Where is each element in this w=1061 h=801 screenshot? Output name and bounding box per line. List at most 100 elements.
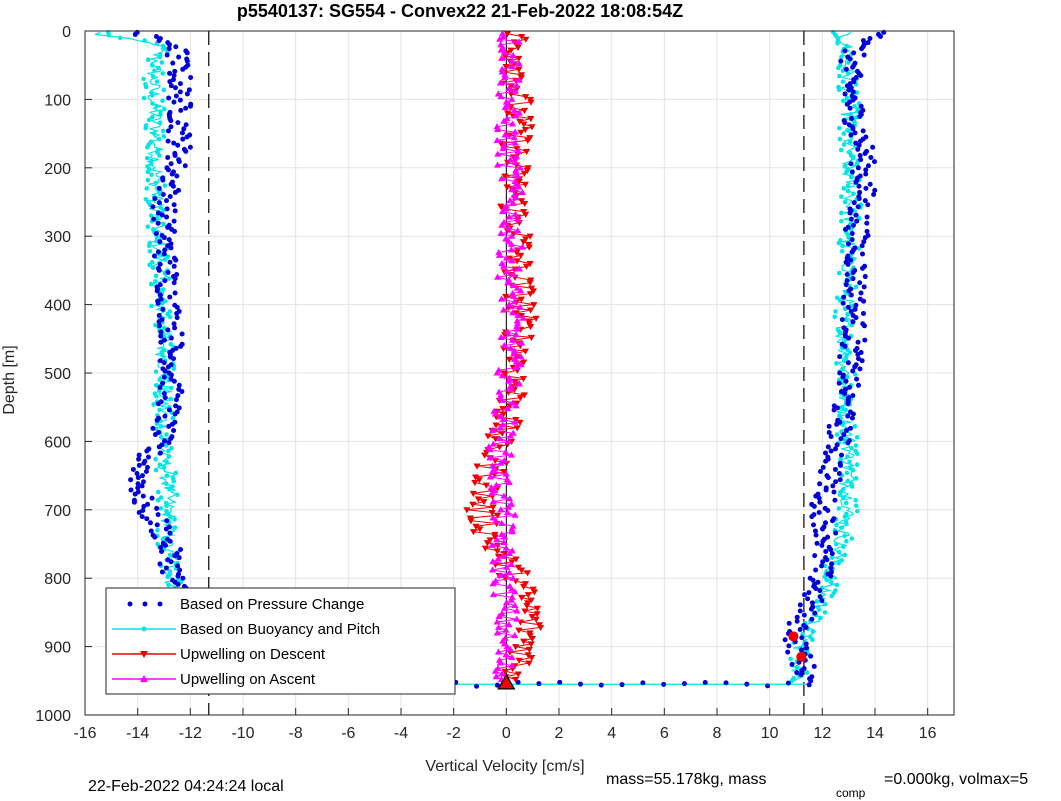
ascent-upwelling-point (505, 503, 513, 510)
ascent-upwelling-point (503, 328, 511, 335)
ascent-upwelling-point (500, 342, 508, 349)
pressure-point (867, 181, 873, 187)
pressure-point (850, 411, 856, 417)
ascent-upwelling-point (489, 591, 498, 598)
buoyancy-point (141, 76, 146, 82)
ascent-upwelling-point (489, 580, 497, 587)
x-tick-label: -14 (126, 725, 149, 742)
pressure-point (836, 380, 842, 386)
descent-upwelling-point (499, 411, 508, 418)
buoyancy-point (160, 352, 165, 358)
buoyancy-point (794, 664, 800, 670)
buoyancy-point (839, 210, 844, 216)
pressure-point (147, 520, 153, 526)
pressure-point (842, 91, 848, 97)
buoyancy-point (145, 57, 151, 63)
buoyancy-point (788, 656, 793, 662)
pressure-point (806, 682, 812, 688)
pressure-point (171, 280, 177, 286)
legend-label: Based on Pressure Change (180, 596, 364, 613)
ascent-upwelling-point (495, 612, 503, 620)
buoyancy-point (843, 519, 849, 525)
ascent-upwelling-point (515, 76, 523, 83)
pressure-point (825, 475, 831, 481)
ascent-upwelling-point (488, 566, 497, 573)
descent-upwelling-point (517, 252, 525, 259)
buoyancy-point (166, 582, 171, 588)
pressure-point (832, 466, 838, 472)
pressure-point (172, 276, 178, 282)
pressure-point (157, 450, 163, 456)
pressure-point (857, 138, 863, 144)
pressure-point (164, 52, 170, 58)
buoyancy-point (166, 448, 171, 454)
descent-upwelling-point (483, 540, 491, 547)
pressure-point (823, 487, 829, 493)
descent-upwelling-point (493, 548, 501, 555)
descent-upwelling-point (533, 611, 541, 618)
pressure-point (171, 427, 177, 433)
pressure-point (853, 315, 859, 321)
footer-local-time: 22-Feb-2022 04:24:24 local (88, 778, 284, 795)
pressure-point (183, 148, 189, 154)
buoyancy-point (158, 424, 164, 429)
pressure-point (818, 468, 824, 474)
pressure-point (844, 272, 850, 278)
descent-upwelling-point (517, 296, 525, 303)
buoyancy-point (836, 506, 842, 511)
ascent-upwelling-point (495, 249, 503, 256)
ascent-upwelling-point (510, 347, 519, 354)
pressure-point (152, 534, 158, 540)
buoyancy-point (844, 538, 849, 544)
pressure-point (158, 544, 164, 550)
pressure-point (166, 407, 172, 413)
buoyancy-point (854, 90, 860, 95)
y-tick-label: 500 (44, 366, 71, 383)
pressure-point (159, 569, 165, 575)
pressure-point (820, 559, 826, 565)
descent-upwelling-point (517, 313, 525, 320)
pressure-point (159, 549, 165, 555)
pressure-point (148, 528, 154, 534)
buoyancy-point (840, 79, 846, 84)
pressure-point (183, 105, 189, 111)
pressure-point (812, 528, 818, 534)
pressure-point (855, 339, 861, 345)
buoyancy-point (166, 454, 172, 459)
ascent-upwelling-point (509, 309, 517, 316)
pressure-point (825, 444, 831, 450)
buoyancy-point (842, 552, 848, 558)
ascent-upwelling-point (515, 265, 524, 272)
ascent-upwelling-point (507, 240, 515, 247)
pressure-point (174, 310, 180, 316)
pressure-point (170, 183, 176, 189)
pressure-point (814, 540, 820, 546)
ascent-upwelling-point (489, 440, 497, 447)
pressure-point (797, 602, 803, 608)
pressure-point (176, 555, 182, 561)
ascent-upwelling-point (508, 336, 517, 343)
descent-upwelling-point (527, 323, 535, 331)
ascent-upwelling-point (507, 596, 516, 603)
pressure-point (842, 48, 848, 54)
pressure-point (180, 136, 186, 142)
descent-upwelling-point (517, 74, 525, 82)
buoyancy-point (822, 563, 828, 569)
descent-upwelling-point (514, 44, 522, 52)
buoyancy-point (157, 120, 163, 125)
pressure-point (143, 468, 149, 474)
pressure-point (681, 681, 687, 687)
pressure-point (172, 553, 178, 559)
pressure-point (163, 542, 169, 548)
pressure-point (851, 50, 857, 56)
pressure-point (872, 187, 878, 193)
pressure-point (184, 91, 190, 97)
ascent-upwelling-point (497, 295, 506, 302)
buoyancy-point (169, 445, 174, 451)
pressure-point (828, 573, 834, 579)
pressure-point (157, 384, 163, 390)
descent-upwelling-point (522, 263, 531, 270)
pressure-point (803, 641, 809, 647)
buoyancy-point (155, 528, 160, 533)
